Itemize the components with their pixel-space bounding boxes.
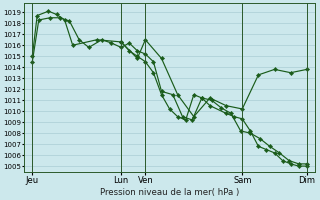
X-axis label: Pression niveau de la mer( hPa ): Pression niveau de la mer( hPa ) xyxy=(100,188,239,197)
